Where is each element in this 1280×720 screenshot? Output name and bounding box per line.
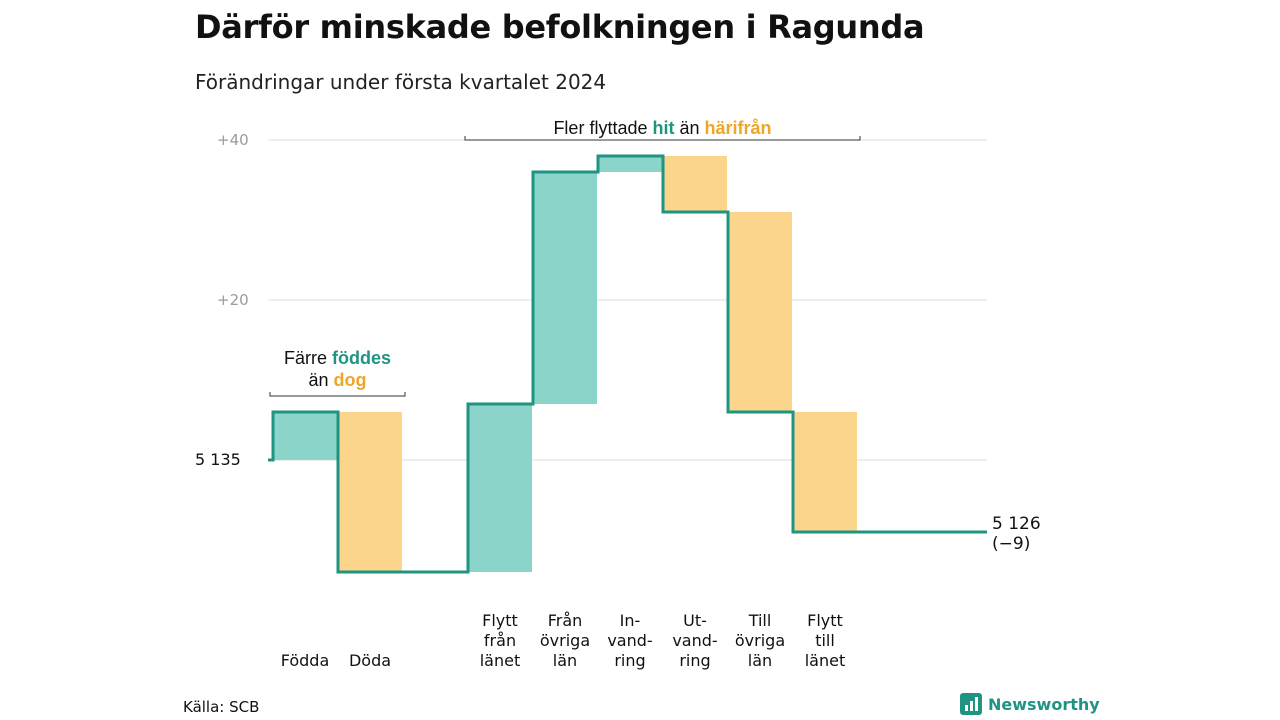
annotation-part: hit	[652, 118, 674, 138]
chart-title: Därför minskade befolkningen i Ragunda	[195, 8, 925, 46]
category-label-line: vand-	[607, 631, 652, 650]
bar-5	[598, 156, 662, 172]
category-label-line: till	[815, 631, 835, 650]
bars	[273, 156, 857, 572]
category-label-line: Flytt	[807, 611, 843, 630]
category-label-line: övriga	[735, 631, 785, 650]
annotation-text: Färre föddes	[284, 348, 391, 368]
category-label: Födda	[281, 651, 330, 670]
y-tick-label: 5 135	[195, 450, 241, 469]
brand-name: Newsworthy	[988, 694, 1100, 714]
category-label: Från övriga län	[540, 611, 590, 670]
category-label-line: Från	[548, 611, 583, 630]
category-label-line: vand-	[672, 631, 717, 650]
annotation-bracket	[269, 392, 406, 397]
category-label: Döda	[349, 651, 391, 670]
category-label-line: In-	[620, 611, 641, 630]
category-label-line: Till	[748, 611, 772, 630]
brand-logo: Newsworthy	[960, 693, 1100, 715]
category-label: Ut-vand-ring	[672, 611, 717, 670]
category-label-line: Döda	[349, 651, 391, 670]
category-label-line: Födda	[281, 651, 330, 670]
annotation-part: Fler flyttade	[553, 118, 652, 138]
annotation-part: än	[674, 118, 704, 138]
step-line	[268, 154, 987, 574]
annotation-bracket	[464, 136, 861, 141]
chart-subtitle: Förändringar under första kvartalet 2024	[195, 70, 607, 94]
end-value-label: 5 126 (−9)	[992, 514, 1041, 554]
category-label-line: Ut-	[683, 611, 707, 630]
bar-6	[663, 156, 727, 212]
bar-8	[793, 412, 857, 532]
source-note: Källa: SCB	[183, 698, 260, 716]
step-line-layer	[268, 154, 987, 574]
category-label: Flytt till länet	[805, 611, 846, 670]
end-value-line: 5 126	[992, 514, 1041, 534]
annotation-part: än	[308, 370, 333, 390]
category-label: Till övriga län	[735, 611, 785, 670]
category-label-line: länet	[805, 651, 846, 670]
annotation-part: Färre	[284, 348, 332, 368]
category-label: Flytt från länet	[480, 611, 521, 670]
category-label: In-vand-ring	[607, 611, 652, 670]
category-label-line: länet	[480, 651, 521, 670]
annotation-text: än dog	[308, 370, 366, 390]
y-tick-label: +20	[217, 291, 249, 309]
annotation-part: härifrån	[705, 118, 772, 138]
bar-0	[273, 412, 337, 460]
bar-chart-icon	[960, 693, 982, 715]
category-label-line: övriga	[540, 631, 590, 650]
category-label-line: ring	[614, 651, 645, 670]
annotation-text: Fler flyttade hit än härifrån	[553, 118, 771, 138]
annotation-part: dog	[334, 370, 367, 390]
category-label-line: Flytt	[482, 611, 518, 630]
bar-4	[533, 172, 597, 404]
category-label-line: ring	[679, 651, 710, 670]
category-label-line: från	[484, 631, 516, 650]
y-tick-label: +40	[217, 131, 249, 149]
bar-7	[728, 212, 792, 412]
end-value-line: (−9)	[992, 534, 1030, 554]
annotation-part: föddes	[332, 348, 391, 368]
category-label-line: län	[748, 651, 772, 670]
bar-1	[338, 412, 402, 572]
bar-3	[468, 404, 532, 572]
category-label-line: län	[553, 651, 577, 670]
